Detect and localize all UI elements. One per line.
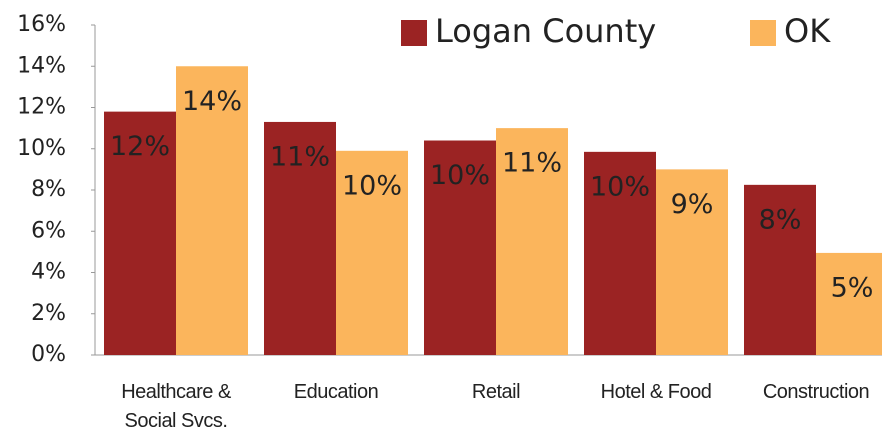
- bar: [656, 169, 728, 355]
- x-tick-label: Retail: [471, 381, 521, 403]
- y-tick-label: 10%: [17, 136, 66, 161]
- legend-label: Logan County: [435, 12, 656, 50]
- data-label: 12%: [110, 131, 170, 162]
- y-tick-label: 6%: [31, 218, 66, 243]
- data-label: 10%: [342, 170, 402, 201]
- y-tick-label: 0%: [31, 342, 66, 367]
- x-tick-label: Education: [293, 381, 379, 403]
- bar: [176, 66, 248, 355]
- x-tick-label: Hotel & Food: [600, 381, 712, 403]
- bar: [336, 150, 408, 355]
- bar: [584, 151, 656, 355]
- data-label: 5%: [831, 272, 874, 303]
- data-label: 9%: [671, 189, 714, 220]
- bar: [424, 140, 496, 355]
- y-tick-label: 2%: [31, 301, 66, 326]
- x-tick-label: Construction: [762, 381, 870, 403]
- bar: [496, 128, 568, 355]
- legend-label: OK: [784, 12, 831, 50]
- bar: [264, 121, 336, 355]
- bar: [744, 184, 816, 355]
- data-label: 8%: [759, 204, 802, 235]
- x-tick-label: Healthcare & Social Svcs.: [121, 381, 231, 432]
- y-tick-label: 8%: [31, 177, 66, 202]
- legend-swatch: [750, 20, 776, 46]
- y-tick-label: 14%: [17, 53, 66, 78]
- data-label: 14%: [182, 86, 242, 117]
- y-tick-label: 4%: [31, 260, 66, 285]
- data-label: 10%: [430, 160, 490, 191]
- data-label: 11%: [270, 141, 330, 172]
- data-label: 10%: [590, 171, 650, 202]
- bar: [816, 252, 882, 355]
- legend-swatch: [401, 20, 427, 46]
- y-tick-label: 16%: [17, 12, 66, 37]
- bar: [104, 111, 176, 355]
- y-tick-label: 12%: [17, 95, 66, 120]
- data-label: 11%: [502, 148, 562, 179]
